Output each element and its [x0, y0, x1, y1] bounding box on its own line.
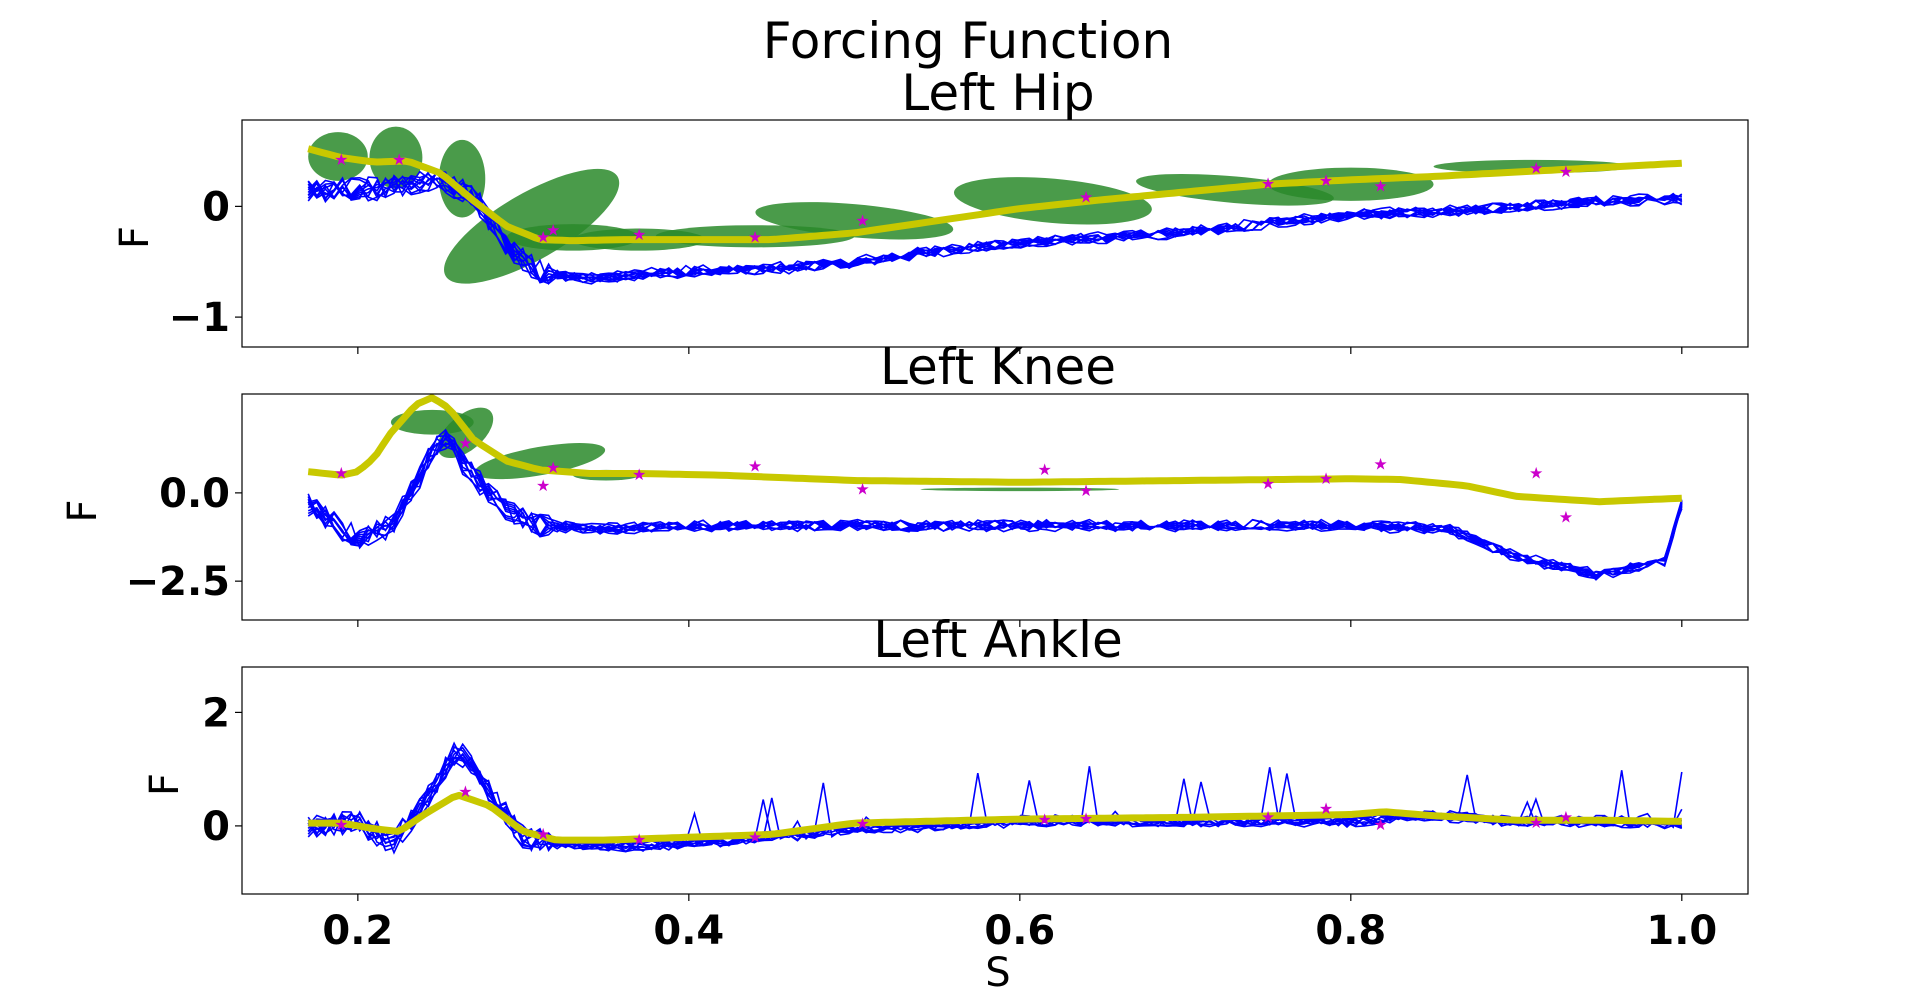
- mean-curve: [308, 791, 1682, 844]
- x-axis-label: S: [985, 950, 1010, 994]
- center-star: ★: [632, 225, 646, 244]
- demo-trajectory: [307, 168, 1683, 286]
- center-star: ★: [1079, 809, 1093, 828]
- center-star: ★: [546, 221, 560, 240]
- center-star: ★: [1529, 463, 1543, 482]
- y-axis-label: F: [112, 226, 158, 249]
- mean-curve: [307, 145, 1683, 245]
- demo-trajectory: [307, 430, 1683, 577]
- center-star: ★: [1559, 162, 1573, 181]
- axes-frame: [241, 119, 1749, 348]
- y-axis-label: F: [60, 499, 106, 522]
- center-star: ★: [1261, 174, 1275, 193]
- center-star: ★: [1261, 807, 1275, 826]
- figure-title: Forcing Function: [763, 12, 1173, 70]
- x-tick-label: 0.4: [653, 908, 724, 954]
- panel-title: Left Knee: [880, 338, 1116, 396]
- panel-title: Left Hip: [901, 64, 1094, 122]
- gmm-ellipse: [474, 443, 606, 480]
- plot-area: ★ ★ ★ ★ ★ ★ ★ ★ ★ ★ ★ ★ ★: [307, 741, 1683, 855]
- demo-trajectory: [307, 757, 1683, 855]
- center-star: ★: [632, 830, 646, 849]
- center-star: ★: [1319, 171, 1333, 190]
- y-tick-label: −2.5: [126, 559, 230, 605]
- center-star: ★: [1079, 481, 1093, 500]
- axes-frame: [241, 666, 1749, 895]
- center-star: ★: [1529, 159, 1543, 178]
- mean-curve: [307, 394, 1682, 506]
- center-star: ★: [334, 815, 348, 834]
- x-tick-label: 1.0: [1646, 908, 1717, 954]
- center-star: ★: [855, 211, 869, 230]
- center-star: ★: [748, 827, 762, 846]
- gmm-ellipse: [369, 126, 423, 189]
- plot-area: ★★★★ ★ ★★★★ ★ ★★ ★★: [307, 394, 1683, 581]
- center-star: ★: [334, 463, 348, 482]
- center-star: ★: [536, 227, 550, 246]
- gmm-ellipse: [920, 487, 1120, 492]
- center-star: ★: [392, 150, 406, 169]
- y-tick-label: −1: [169, 295, 230, 341]
- center-star: ★: [1373, 176, 1387, 195]
- center-star: ★: [458, 433, 472, 452]
- center-star: ★: [458, 782, 472, 801]
- center-star: ★: [1529, 813, 1543, 832]
- y-tick-label: 0: [202, 804, 230, 850]
- center-star: ★: [1037, 460, 1051, 479]
- y-tick-label: 0: [202, 184, 230, 230]
- center-star: ★: [546, 458, 560, 477]
- gmm-ellipse: [755, 202, 954, 240]
- center-star: ★: [855, 479, 869, 498]
- center-star: ★: [1319, 799, 1333, 818]
- center-star: ★: [1559, 508, 1573, 527]
- plot-area: ★★★★★★★★★★★★★: [307, 126, 1683, 286]
- center-star: ★: [1373, 815, 1387, 834]
- x-tick-label: 0.6: [984, 908, 1055, 954]
- center-star: ★: [748, 456, 762, 475]
- center-star: ★: [748, 227, 762, 246]
- panel-2: ★ ★ ★ ★ ★ ★ ★ ★ ★ ★ ★ ★ ★ 0.2 0.4 0.6 0.8 1.0 2 0 Left Ankle…: [142, 611, 1749, 994]
- x-tick-label: 0.2: [322, 908, 393, 954]
- y-axis-label: F: [142, 773, 188, 796]
- y-tick-label: 2: [202, 690, 230, 736]
- center-star: ★: [1373, 455, 1387, 474]
- panel-title: Left Ankle: [873, 611, 1122, 669]
- center-star: ★: [632, 465, 646, 484]
- center-star: ★: [1079, 188, 1093, 207]
- x-tick-label: 0.8: [1315, 908, 1386, 954]
- center-star: ★: [1559, 807, 1573, 826]
- center-star: ★: [536, 824, 550, 843]
- center-star: ★: [1037, 810, 1051, 829]
- y-tick-label: 0.0: [159, 471, 230, 517]
- gmm-ellipse: [444, 168, 620, 284]
- center-star: ★: [334, 150, 348, 169]
- center-star: ★: [1319, 469, 1333, 488]
- axes-frame: [241, 393, 1749, 621]
- center-star: ★: [1261, 474, 1275, 493]
- center-star: ★: [855, 814, 869, 833]
- center-star: ★: [536, 476, 550, 495]
